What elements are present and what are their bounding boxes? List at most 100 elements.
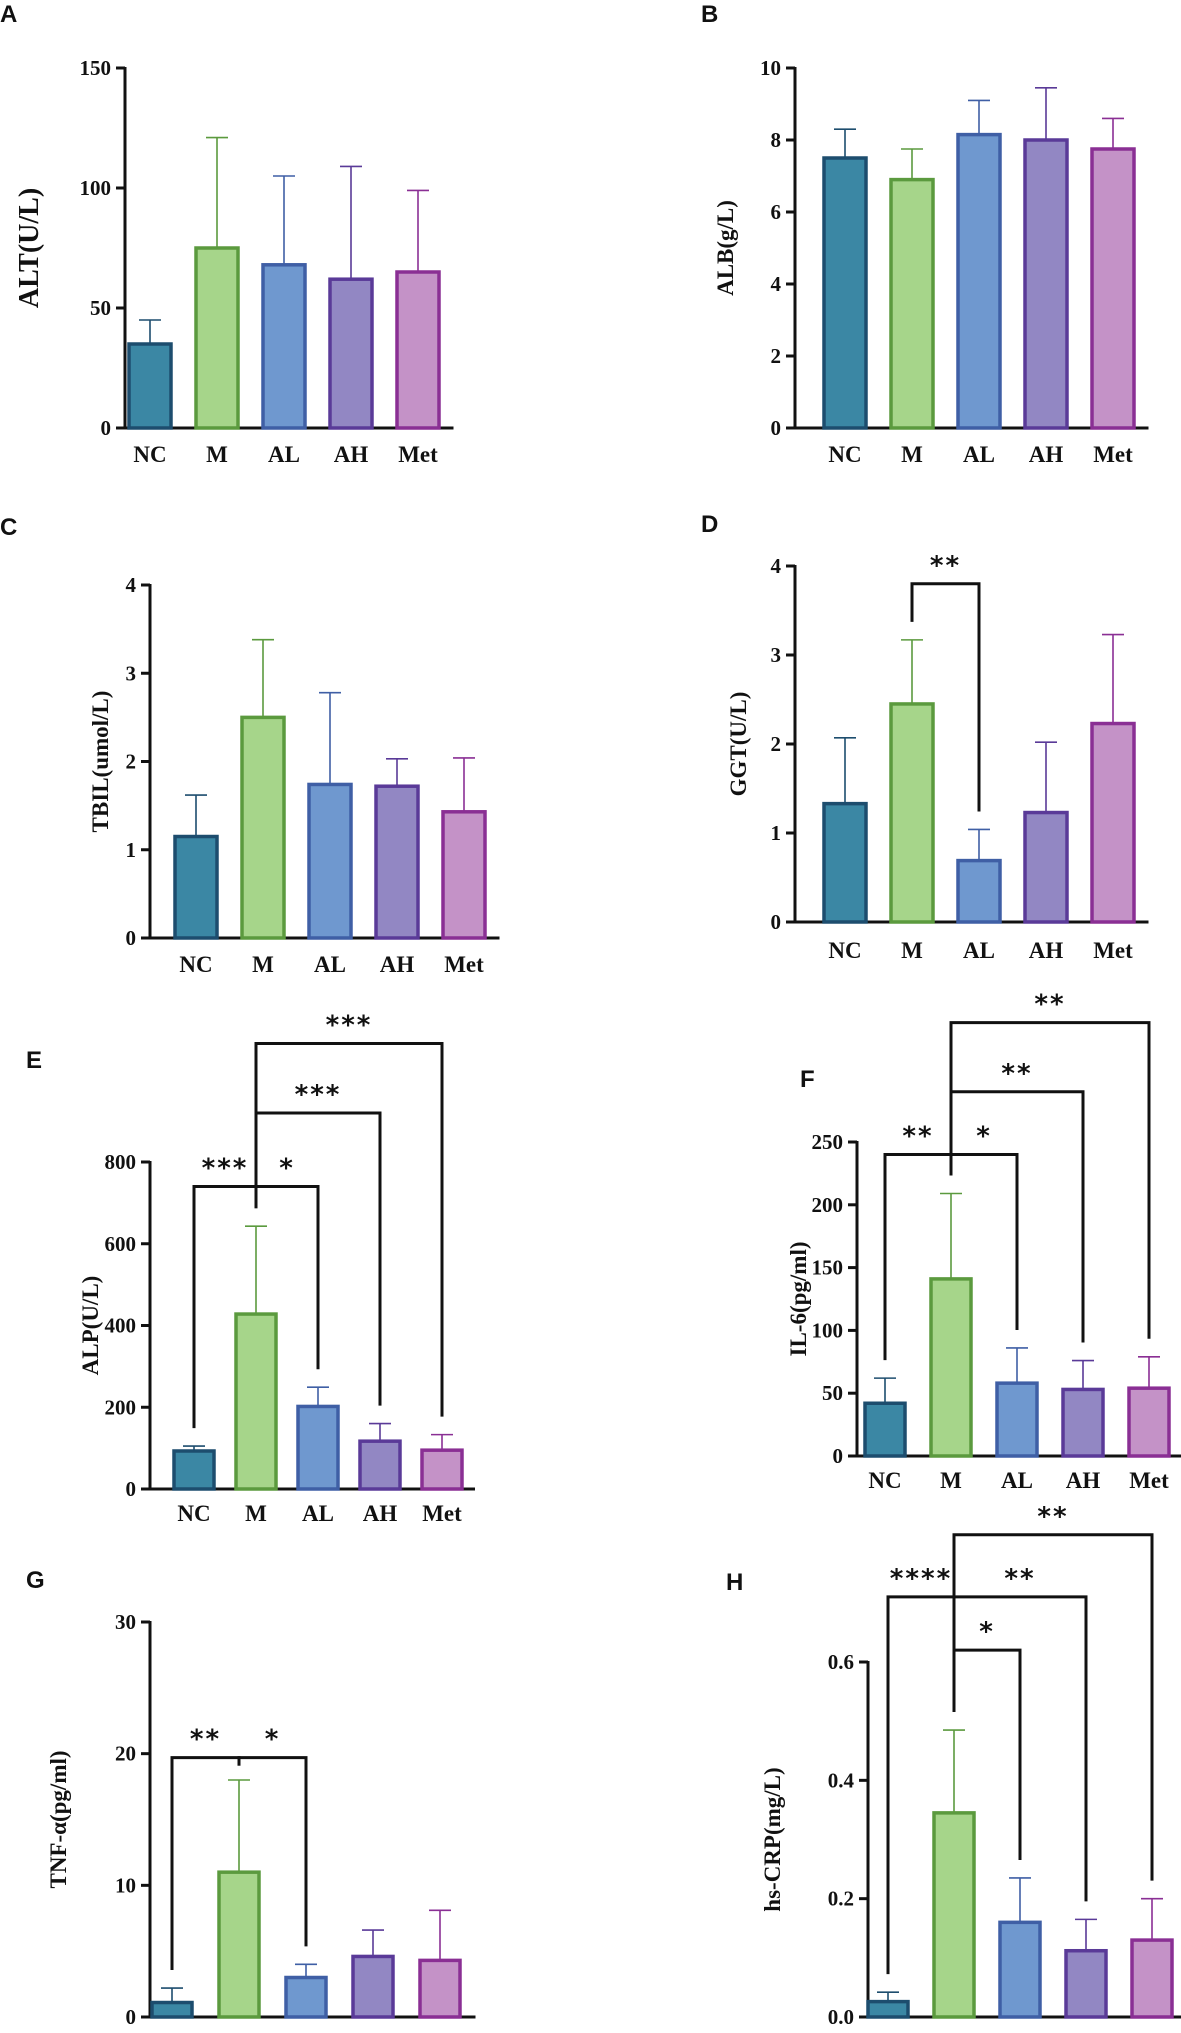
panel-d-bar-al <box>956 858 1002 924</box>
panel-f-category-label: AH <box>1066 1468 1101 1493</box>
panel-g-bar-met <box>418 1958 462 2019</box>
panel-b-category-label: AL <box>963 442 995 467</box>
panel-b-bar-ah <box>1023 138 1069 430</box>
panel-g-y-tick-label: 30 <box>115 1610 136 1634</box>
panel-c-category-label: AH <box>380 952 415 977</box>
panel-g-bar-al <box>284 1975 328 2019</box>
panel-d-bar-nc <box>822 801 868 924</box>
panel-f-y-tick-label: 150 <box>812 1256 844 1280</box>
panel-f-y-tick-label: 0 <box>833 1444 844 1468</box>
panel-f-y-tick-label: 50 <box>822 1381 843 1405</box>
panel-e-significance-label: * <box>279 1154 295 1184</box>
panel-f-bar-m <box>929 1277 973 1458</box>
panel-a-bar-al <box>261 263 307 430</box>
panel-d-category-label: M <box>901 938 923 963</box>
panel-h-bar-nc <box>866 1999 910 2019</box>
panel-d-y-tick-label: 3 <box>771 643 782 667</box>
panel-g-y-tick-label: 10 <box>115 1873 136 1897</box>
panel-e-bar-al <box>296 1404 340 1491</box>
panel-a-bar-nc <box>127 342 173 430</box>
panel-c-bar-nc <box>173 834 219 940</box>
panel-c-y-axis-title: TBIL(umol/L) <box>88 691 113 833</box>
panel-d-significance-label: ** <box>930 551 961 581</box>
panel-g-category-label: NC <box>155 2030 188 2033</box>
panel-d-bar-m <box>889 702 935 924</box>
panel-f-y-tick-label: 250 <box>812 1130 844 1154</box>
panel-h-category-label: AL <box>1004 2030 1036 2033</box>
panel-f-category-label: AL <box>1001 1468 1033 1493</box>
panel-c-bar-ah <box>374 784 420 940</box>
panel-h-significance-label: **** <box>890 1564 952 1594</box>
panel-e-bar-m <box>234 1312 278 1491</box>
panel-e-significance-label: *** <box>295 1080 342 1110</box>
panel-f-category-label: NC <box>868 1468 901 1493</box>
panel-g-y-axis-title: TNF-α(pg/ml) <box>46 1750 71 1888</box>
panel-f-bar-ah <box>1061 1387 1105 1458</box>
panel-f-significance-label: ** <box>1034 990 1065 1020</box>
panel-e-bar-ah <box>358 1439 402 1491</box>
panel-e-category-label: M <box>245 1501 267 1526</box>
panel-a-category-label: M <box>206 442 228 467</box>
panel-c-label: C <box>0 514 17 541</box>
panel-e-significance-bracket <box>254 1041 444 1417</box>
panel-c-bar-m <box>240 715 286 940</box>
panel-a-bar-met <box>395 270 441 430</box>
panel-b-category-label: M <box>901 442 923 467</box>
panel-g-y-tick-label: 20 <box>115 1742 136 1766</box>
panel-d-y-tick-label: 0 <box>771 910 782 934</box>
panel-c-category-label: M <box>252 952 274 977</box>
panel-h-bar-ah <box>1064 1948 1108 2019</box>
panel-g-bar-m <box>217 1870 261 2019</box>
panel-b-y-axis-title: ALB(g/L) <box>713 200 738 296</box>
panel-h-label: H <box>726 1569 743 1596</box>
panel-h-bar-al <box>998 1920 1042 2019</box>
panel-d-bar-ah <box>1023 810 1069 924</box>
panel-f-significance-bracket <box>949 1021 1151 1339</box>
panel-g-significance-bracket <box>237 1756 308 1947</box>
panel-e-significance-label: *** <box>326 1010 373 1040</box>
panel-g-category-label: MET <box>414 2030 466 2033</box>
panel-e-y-tick-label: 0 <box>126 1477 137 1501</box>
panel-b-category-label: NC <box>828 442 861 467</box>
panel-c-bar-al <box>307 782 353 940</box>
panel-e-y-tick-label: 200 <box>105 1395 137 1419</box>
panel-g-significance-label: * <box>265 1725 281 1755</box>
panel-b-y-tick-label: 4 <box>771 272 782 296</box>
panel-h-y-tick-label: 0.6 <box>828 1650 854 1674</box>
panel-b-bar-met <box>1090 147 1136 430</box>
panel-h-y-axis-title: hs-CRP(mg/L) <box>760 1767 785 1911</box>
panel-b-y-tick-label: 10 <box>760 56 781 80</box>
panel-h-significance-label: * <box>979 1617 995 1647</box>
panel-c-y-tick-label: 4 <box>126 573 137 597</box>
panel-c-category-label: AL <box>314 952 346 977</box>
panel-f-y-tick-label: 100 <box>812 1318 844 1342</box>
panel-f-bar-met <box>1127 1386 1171 1458</box>
panel-g-significance-label: ** <box>190 1725 221 1755</box>
panel-f-category-label: Met <box>1129 1468 1169 1493</box>
panel-d-category-label: AH <box>1029 938 1064 963</box>
panel-d-y-tick-label: 2 <box>771 732 782 756</box>
panel-e-bar-met <box>420 1448 464 1491</box>
panel-c-y-tick-label: 1 <box>126 838 137 862</box>
panel-h-y-tick-label: 0.2 <box>828 1887 854 1911</box>
panel-h-category-label: Met <box>1132 2030 1172 2033</box>
panel-f-y-tick-label: 200 <box>812 1193 844 1217</box>
panel-b-y-tick-label: 2 <box>771 344 782 368</box>
panel-e-y-tick-label: 600 <box>105 1232 137 1256</box>
panel-a-category-label: NC <box>133 442 166 467</box>
panel-b-category-label: Met <box>1093 442 1133 467</box>
panel-c-bar-met <box>441 810 487 940</box>
panel-f-y-axis-title: IL-6(pg/ml) <box>786 1242 811 1357</box>
panel-g-y-tick-label: 0 <box>126 2005 137 2029</box>
panel-a-category-label: Met <box>398 442 438 467</box>
panel-c-y-tick-label: 2 <box>126 750 137 774</box>
panel-b-bar-nc <box>822 156 868 430</box>
panel-b-bar-al <box>956 132 1002 430</box>
panel-a-y-axis-title: ALT(U/L) <box>14 188 45 308</box>
panel-d-category-label: Met <box>1093 938 1133 963</box>
panel-b-label: B <box>701 1 718 28</box>
panel-d-y-tick-label: 1 <box>771 821 782 845</box>
panel-e-bar-nc <box>172 1449 216 1491</box>
panel-h-bar-met <box>1130 1938 1174 2019</box>
panel-g-label: G <box>26 1567 45 1594</box>
